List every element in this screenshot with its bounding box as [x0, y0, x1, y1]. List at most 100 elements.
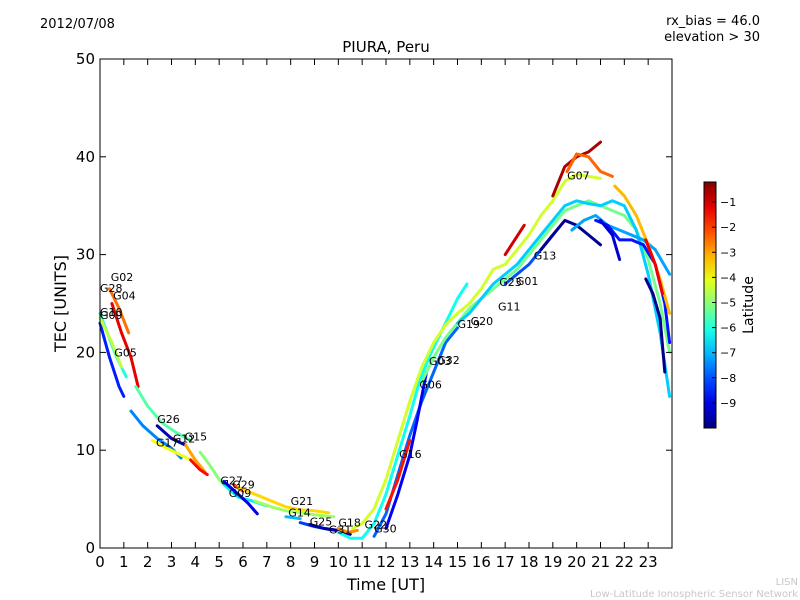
x-tick-label: 22 — [615, 553, 634, 571]
series-8 — [155, 424, 188, 447]
x-tick-label: 16 — [472, 553, 491, 571]
x-tick-label: 10 — [329, 553, 348, 571]
satellite-label-g32: G32 — [437, 354, 460, 367]
series-25 — [384, 438, 412, 511]
x-tick-label: 4 — [191, 553, 201, 571]
x-tick-label: 7 — [262, 553, 272, 571]
series-5 — [134, 385, 193, 442]
satellite-label-g05: G05 — [114, 346, 137, 359]
satellite-label-g12: G12 — [173, 432, 196, 445]
colorbar-tick-label: −4 — [720, 271, 736, 284]
series-38 — [644, 277, 667, 374]
footer-network: Low-Latitude Ionospheric Sensor Network — [590, 589, 798, 600]
satellite-label-g20: G20 — [471, 315, 494, 328]
series-33 — [570, 214, 672, 276]
series-30 — [539, 218, 602, 252]
colorbar-tick-label: −8 — [720, 372, 736, 385]
series-7 — [150, 438, 197, 464]
x-tick-label: 13 — [400, 553, 419, 571]
satellite-label-g13: G13 — [534, 249, 557, 262]
satellite-label-g01: G01 — [516, 275, 539, 288]
series-2 — [108, 287, 131, 335]
satellite-label-g28: G28 — [100, 282, 123, 295]
series-9 — [184, 443, 207, 474]
satellite-label-g14: G14 — [288, 507, 311, 520]
satellite-label-g25: G25 — [310, 516, 333, 529]
satellite-label-g21: G21 — [291, 495, 314, 508]
x-tick-label: 1 — [119, 553, 129, 571]
series-26 — [420, 199, 672, 384]
date-label: 2012/07/08 — [40, 17, 115, 32]
elevation-label: elevation > 30 — [664, 30, 760, 45]
satellite-label-g16: G16 — [399, 448, 422, 461]
x-tick-label: 3 — [167, 553, 177, 571]
satellite-label-g29: G29 — [232, 478, 255, 491]
x-tick-label: 6 — [238, 553, 248, 571]
series-3 — [110, 302, 140, 389]
x-tick-label: 8 — [286, 553, 296, 571]
x-axis-title: Time [UT] — [346, 575, 425, 594]
satellite-label-g06: G06 — [419, 379, 442, 392]
x-tick-label: 5 — [214, 553, 224, 571]
series-1 — [98, 321, 126, 398]
series-16 — [253, 499, 336, 519]
colorbar-tick-label: −9 — [720, 397, 736, 410]
satellite-label-g23: G23 — [499, 276, 522, 289]
series-10 — [189, 458, 209, 477]
y-tick-label: 40 — [76, 148, 95, 166]
colorbar — [703, 181, 717, 429]
satellite-label-g19: G19 — [458, 318, 481, 331]
series-15 — [236, 485, 331, 515]
satellite-label-g26: G26 — [157, 413, 180, 426]
satellite-label-g11: G11 — [498, 300, 521, 313]
satellite-label-g27: G27 — [220, 474, 243, 487]
satellite-label-g18: G18 — [338, 516, 361, 529]
series-20 — [336, 526, 359, 534]
x-tick-label: 17 — [496, 553, 515, 571]
chart-title: PIURA, Peru — [342, 38, 430, 56]
x-tick-label: 12 — [376, 553, 395, 571]
series-27 — [456, 199, 672, 398]
satellite-label-g07: G07 — [567, 169, 590, 182]
colorbar-tick-label: −6 — [720, 322, 736, 335]
colorbar-tick-label: −5 — [720, 296, 736, 309]
colorbar-tick-label: −1 — [720, 196, 736, 209]
colorbar-title: Latitude — [741, 276, 757, 334]
satellite-label-g10: G10 — [100, 306, 123, 319]
series-24 — [384, 370, 428, 530]
footer-lisn: LISN — [775, 577, 798, 588]
colorbar-tick-label: −7 — [720, 347, 736, 360]
series-32 — [565, 152, 614, 178]
y-tick-label: 10 — [76, 441, 95, 459]
y-tick-label: 30 — [76, 246, 95, 264]
satellite-label-g04: G04 — [113, 290, 136, 303]
x-tick-label: 9 — [310, 553, 320, 571]
series-22 — [351, 172, 602, 530]
satellite-label-g22: G22 — [365, 518, 388, 531]
y-tick-label: 20 — [76, 343, 95, 361]
rx-bias-label: rx_bias = 46.0 — [666, 14, 760, 29]
colorbar-tick-label: −2 — [720, 221, 736, 234]
series-17 — [284, 515, 302, 521]
series-34 — [594, 218, 672, 345]
satellite-label-g09: G09 — [229, 487, 252, 500]
satellite-label-g02: G02 — [111, 271, 134, 284]
series-28 — [503, 223, 526, 257]
y-tick-label: 50 — [76, 50, 95, 68]
x-tick-label: 18 — [519, 553, 538, 571]
series-37 — [644, 238, 664, 296]
x-tick-label: 14 — [424, 553, 443, 571]
x-tick-label: 11 — [353, 553, 372, 571]
series-4 — [98, 316, 123, 369]
satellite-label-g30: G30 — [374, 522, 397, 535]
series-13 — [222, 480, 259, 516]
x-tick-label: 15 — [448, 553, 467, 571]
y-tick-label: 0 — [85, 539, 95, 557]
x-tick-label: 19 — [543, 553, 562, 571]
y-axis-title: TEC [UNITS] — [51, 255, 70, 353]
series-21 — [336, 282, 469, 540]
x-tick-label: 20 — [567, 553, 586, 571]
satellite-label-g03: G03 — [429, 355, 452, 368]
satellite-label-g17: G17 — [156, 436, 179, 449]
